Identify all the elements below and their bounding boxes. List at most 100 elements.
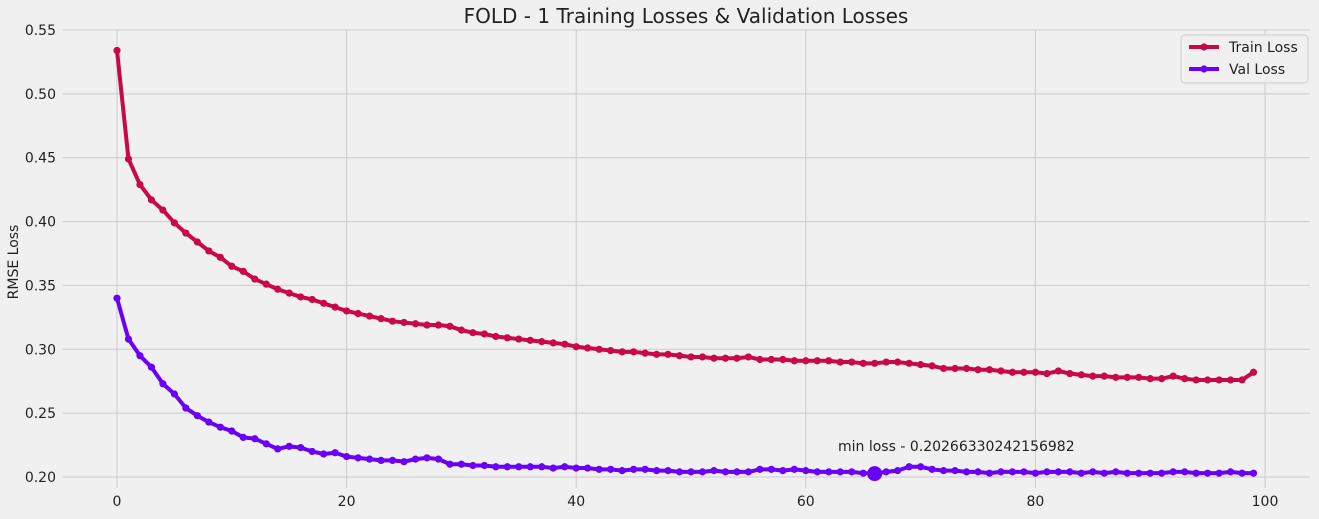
data-point [1249,368,1258,376]
series-line [115,296,1256,476]
data-point [882,468,890,476]
data-point [928,362,936,370]
series-val-loss [113,294,1258,478]
data-point [756,355,764,364]
data-point [698,468,707,476]
data-point [641,349,649,357]
data-point [423,321,431,329]
data-point [492,463,500,471]
series-layer [113,46,1258,478]
data-point [584,464,592,472]
y-tick-label: 0.25 [25,406,56,422]
data-point [446,322,454,330]
data-point [515,463,523,471]
data-point [1112,373,1120,381]
data-point [848,468,856,476]
data-point [607,465,615,473]
x-tick-label: 20 [338,494,356,510]
data-point [882,358,890,366]
data-point [698,353,707,361]
data-point [767,465,775,473]
data-point [147,196,156,204]
data-point [170,390,178,398]
data-point [1169,372,1177,380]
data-point [1181,375,1189,383]
data-point [331,449,339,457]
data-point [572,343,580,351]
data-point [962,364,971,373]
data-point [274,445,282,453]
data-point [561,463,569,471]
data-point [343,452,351,461]
data-point [641,465,649,473]
data-point [1249,469,1258,477]
data-point [549,339,557,347]
data-point [825,468,833,476]
x-tick-label: 60 [797,494,815,510]
data-point [354,454,362,462]
data-point [239,433,247,442]
data-point [320,450,328,458]
data-point [928,465,936,473]
data-point [205,418,213,426]
data-point [1226,468,1235,476]
y-axis-label: RMSE Loss [6,225,22,300]
chart-title: FOLD - 1 Training Losses & Validation Lo… [464,4,909,28]
data-point [813,357,821,365]
data-point [894,358,902,366]
data-point [871,359,879,367]
data-point [1066,369,1074,378]
data-point [675,468,684,476]
data-point [457,326,465,334]
data-point [159,206,167,214]
data-point [1181,468,1189,476]
data-point [354,309,362,318]
data-point [492,332,500,341]
data-point [1043,369,1051,378]
data-point [308,447,316,456]
data-point [595,345,603,353]
data-point [1066,468,1074,476]
data-point [836,468,844,476]
data-point [630,465,638,473]
data-point [744,353,753,361]
data-point [400,318,408,327]
data-point [434,321,443,329]
data-point [320,299,328,307]
data-point [561,340,569,348]
data-point [193,238,201,246]
x-tick-label: 100 [1252,494,1279,510]
data-point [297,444,305,452]
min-loss-annotation: min loss - 0.20266330242156982 [838,439,1075,455]
data-point [182,229,190,237]
data-point [733,468,741,476]
y-tick-label: 0.30 [25,342,56,358]
data-point [1020,468,1028,476]
data-point [813,468,821,476]
data-point [1077,469,1085,477]
data-point [630,348,638,356]
data-point [526,463,534,471]
data-point [216,253,224,261]
data-point [1008,368,1017,376]
data-point [675,352,684,360]
data-point [939,467,948,475]
data-point [848,358,856,366]
series-train-loss [113,46,1258,384]
data-point [1031,368,1039,376]
data-point [159,380,167,388]
data-point [951,467,959,475]
data-point [664,467,672,475]
data-point [1123,469,1131,477]
data-point [859,359,867,367]
data-point [572,464,580,472]
data-point [859,469,867,477]
data-point [113,46,121,55]
data-point [1238,376,1246,384]
data-point [779,355,787,364]
data-point [147,363,156,371]
x-tick-label: 80 [1026,494,1044,510]
data-point [228,427,236,435]
data-point [480,330,488,338]
data-point [1089,372,1097,380]
